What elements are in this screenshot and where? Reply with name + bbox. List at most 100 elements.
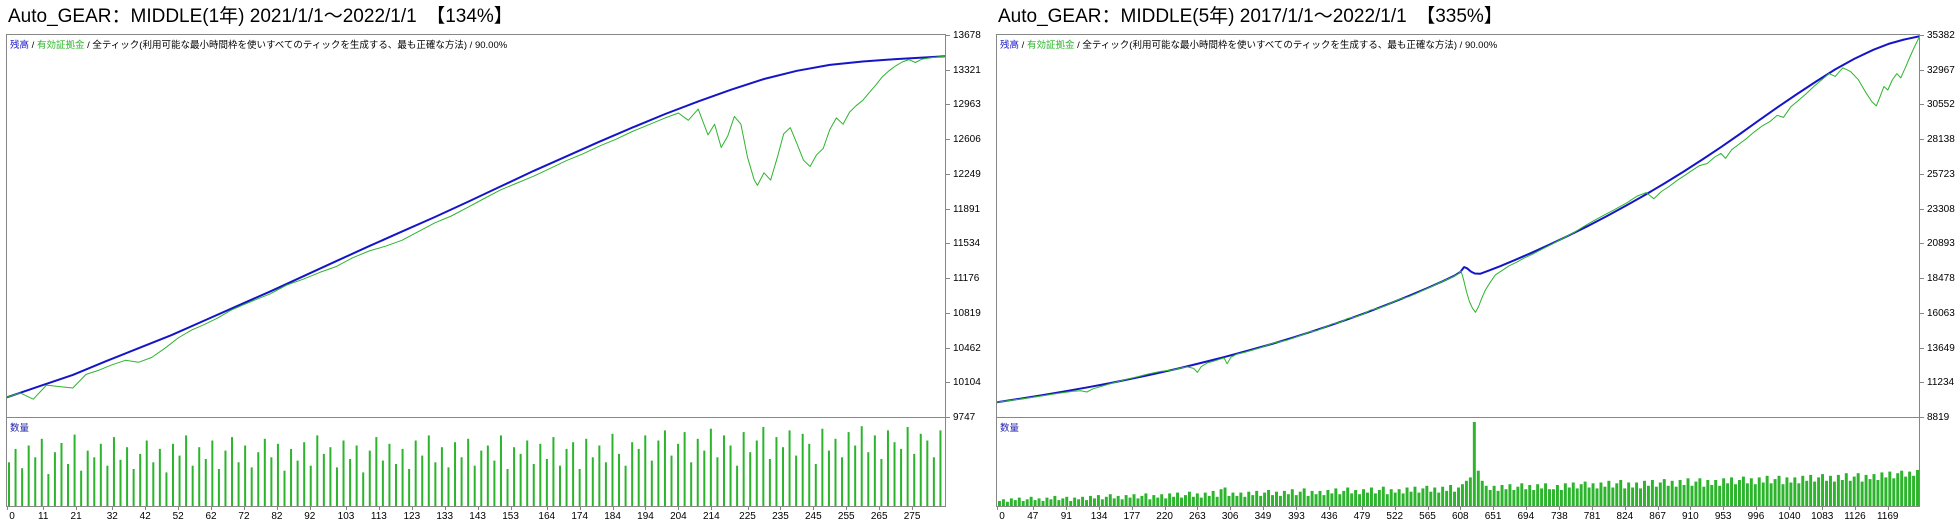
x-axis-tick	[1131, 507, 1133, 510]
y-axis-label: 9747	[953, 412, 976, 423]
x-axis-label: 184	[604, 511, 621, 522]
x-axis-tick	[211, 507, 213, 510]
x-axis-tick	[1624, 507, 1626, 510]
x-axis-label: 235	[772, 511, 789, 522]
x-axis-tick	[1066, 507, 1068, 510]
x-axis-tick	[1427, 507, 1429, 510]
volume-pane-label: 数量	[1000, 423, 1020, 434]
x-axis-tick	[645, 507, 647, 510]
chart-frame: 残高 / 有効証拠金 / 全ティック(利用可能な最小時間枠を使いすべてのティック…	[6, 34, 946, 507]
x-axis-label: 265	[870, 511, 888, 522]
x-axis-tick	[178, 507, 180, 510]
x-axis-label: 220	[1156, 511, 1173, 522]
chart-legend: 残高 / 有効証拠金 / 全ティック(利用可能な最小時間枠を使いすべてのティック…	[10, 37, 507, 51]
y-axis-label: 10462	[953, 342, 981, 354]
x-axis-tick	[477, 507, 479, 510]
x-axis-tick	[1460, 507, 1462, 510]
x-axis-label: 608	[1451, 511, 1469, 522]
x-axis-label: 651	[1484, 511, 1502, 522]
legend-method-text: 全ティック(利用可能な最小時間枠を使いすべてのティックを生成する、最も正確な方法…	[92, 40, 468, 51]
y-axis-tick	[946, 208, 950, 210]
y-axis-label: 13321	[953, 64, 981, 76]
y-axis-tick	[1920, 139, 1924, 141]
volume-pane-label: 数量	[10, 423, 30, 434]
x-axis-label: 91	[1060, 511, 1072, 522]
y-axis-label: 8819	[1927, 412, 1950, 423]
x-axis-tick	[1854, 507, 1856, 510]
y-axis-tick	[1920, 208, 1924, 210]
y-axis-label: 23308	[1927, 203, 1955, 215]
x-axis-label: 436	[1320, 511, 1338, 522]
x-axis-tick	[1525, 507, 1527, 510]
legend-quality-text: 90.00%	[1464, 40, 1498, 51]
x-axis-label: 82	[271, 511, 283, 522]
legend-separator: /	[467, 40, 475, 51]
x-axis-tick	[1690, 507, 1692, 510]
x-axis-tick	[7, 507, 8, 510]
y-axis-label: 28138	[1927, 134, 1955, 146]
y-axis-label: 32967	[1927, 64, 1955, 76]
x-axis-tick	[276, 507, 278, 510]
y-axis-tick	[946, 35, 950, 36]
balance-equity-lines	[7, 55, 945, 400]
x-axis-tick	[1032, 507, 1034, 510]
y-axis-label: 25723	[1927, 168, 1955, 180]
y-axis-tick	[946, 382, 950, 384]
x-axis-label: 62	[205, 511, 217, 522]
x-axis-tick	[1230, 507, 1232, 510]
legend-separator: /	[1457, 40, 1465, 51]
x-axis-tick	[1394, 507, 1396, 510]
x-axis-label: 204	[670, 511, 687, 522]
x-axis-tick	[112, 507, 114, 510]
y-axis-tick	[1920, 312, 1924, 314]
x-axis-tick	[1262, 507, 1264, 510]
y-axis-label: 30552	[1927, 99, 1955, 111]
x-axis-label: 349	[1254, 511, 1272, 522]
x-axis-label: 1126	[1844, 511, 1866, 522]
x-axis-label: 32	[106, 511, 118, 522]
y-axis-label: 16063	[1927, 307, 1955, 319]
y-axis-label: 11534	[953, 238, 981, 250]
legend-separator: /	[29, 40, 37, 51]
y-axis-tick	[1920, 243, 1924, 245]
x-axis-tick	[1887, 507, 1889, 510]
x-axis-label: 953	[1714, 511, 1732, 522]
y-axis-tick	[946, 173, 950, 175]
x-axis-label: 225	[739, 511, 756, 522]
x-axis-label: 164	[538, 511, 556, 522]
x-axis-label: 306	[1221, 511, 1239, 522]
legend-separator: /	[1074, 40, 1083, 51]
volume-pane: 数量	[997, 418, 1919, 506]
x-axis-label: 174	[571, 511, 589, 522]
chart-legend: 残高 / 有効証拠金 / 全ティック(利用可能な最小時間枠を使いすべてのティック…	[1000, 37, 1497, 51]
balance-equity-lines	[997, 35, 1919, 404]
x-axis-tick	[1723, 507, 1725, 510]
x-axis-tick	[43, 507, 45, 510]
legend-quality-text: 90.00%	[474, 40, 508, 51]
x-axis-tick	[747, 507, 749, 510]
x-axis-tick	[444, 507, 446, 510]
x-axis-label: 11	[38, 511, 49, 522]
x-axis-label: 143	[469, 511, 486, 522]
x-axis-label: 275	[903, 511, 921, 522]
x-axis-label: 781	[1583, 511, 1601, 522]
x-axis-label: 214	[702, 511, 720, 522]
volume-bars	[8, 426, 942, 506]
y-axis-tick	[946, 417, 950, 418]
legend-separator: /	[1019, 40, 1027, 51]
x-axis-tick	[510, 507, 512, 510]
x-axis-tick	[612, 507, 614, 510]
y-axis-label: 20893	[1927, 238, 1955, 250]
x-axis-label: 52	[172, 511, 184, 522]
volume-pane: 数量	[7, 418, 945, 506]
x-axis-label: 103	[337, 511, 355, 522]
y-axis-label: 13678	[953, 30, 981, 41]
x-axis-tick	[1755, 507, 1757, 510]
y-axis-tick	[1920, 173, 1924, 175]
x-axis-tick	[813, 507, 815, 510]
x-axis-label: 194	[637, 511, 654, 522]
x-axis-tick	[1493, 507, 1495, 510]
y-axis-label: 18478	[1927, 273, 1955, 285]
x-axis-tick	[1559, 507, 1561, 510]
x-axis-tick	[345, 507, 347, 510]
